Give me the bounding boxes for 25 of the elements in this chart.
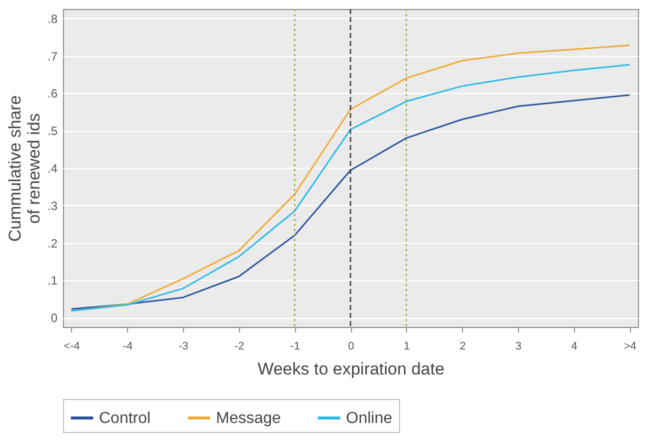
y-axis-title: Cummulative share of renewed ids <box>5 95 44 242</box>
legend-label: Control <box>99 410 151 427</box>
y-tick-label: 0 <box>50 311 58 326</box>
y-tick-label: .4 <box>47 162 58 176</box>
legend-label: Message <box>216 410 282 427</box>
y-tick-label: .6 <box>47 86 58 101</box>
y-tick-label: .7 <box>47 49 58 64</box>
x-tick-label: 3 <box>515 340 522 352</box>
x-tick-label: >4 <box>624 340 636 352</box>
x-tick-label: -1 <box>290 340 300 352</box>
y-tick-label: .2 <box>47 236 58 250</box>
y-tick-label: .1 <box>47 274 58 288</box>
y-tick-label: .8 <box>47 12 58 26</box>
x-tick-label: -4 <box>122 340 133 352</box>
x-tick-label: <-4 <box>64 340 80 352</box>
x-tick-label: 0 <box>348 340 354 352</box>
x-tick-label: -3 <box>178 340 188 352</box>
x-tick-label: 4 <box>571 340 578 352</box>
x-axis-title: Weeks to expiration date <box>258 360 444 378</box>
y-tick-label: .5 <box>47 124 58 138</box>
y-tick-label: .3 <box>47 198 58 213</box>
legend-label: Online <box>346 410 392 427</box>
x-tick-label: 2 <box>460 340 466 352</box>
x-tick-label: -2 <box>234 340 244 352</box>
x-tick-label: 1 <box>404 340 410 352</box>
